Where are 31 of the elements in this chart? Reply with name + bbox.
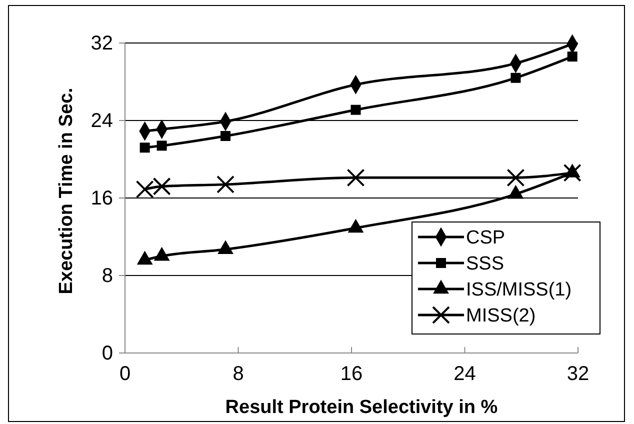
point — [350, 104, 361, 115]
point — [348, 218, 364, 233]
point — [508, 184, 524, 199]
y-tick-label: 16 — [90, 187, 113, 210]
x-tick-label: 32 — [566, 363, 590, 385]
point — [567, 52, 578, 62]
point — [216, 175, 235, 194]
y-tick-label: 32 — [90, 32, 113, 54]
x-axis-title: Result Protein Selectivity in % — [225, 397, 498, 418]
x-tick-label: 8 — [232, 363, 244, 385]
point — [510, 72, 521, 83]
point — [220, 131, 231, 141]
point — [156, 140, 167, 151]
legend-label: SSS — [466, 254, 504, 275]
y-axis-title: Execution Time in Sec. — [56, 88, 77, 294]
legend-label: MISS(2) — [466, 306, 536, 327]
point — [154, 246, 170, 261]
point — [563, 164, 582, 182]
point — [218, 240, 234, 254]
y-tick-label: 24 — [90, 110, 113, 132]
point — [346, 168, 365, 187]
y-tick-label: 0 — [102, 342, 113, 364]
y-tick-label: 8 — [102, 264, 113, 287]
point — [140, 142, 150, 153]
x-tick-label: 24 — [454, 363, 476, 385]
legend-label: ISS/MISS(1) — [466, 280, 572, 301]
legend-label: CSP — [466, 228, 506, 249]
point — [506, 168, 525, 187]
x-tick-label: 16 — [340, 363, 363, 385]
point — [136, 250, 153, 265]
x-tick-label: 0 — [119, 363, 131, 385]
